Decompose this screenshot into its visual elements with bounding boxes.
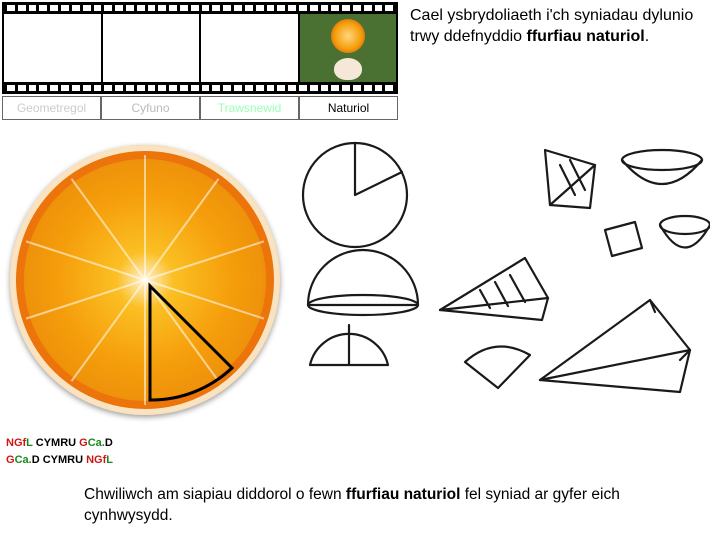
film-frame-3 xyxy=(201,14,298,82)
tab-naturiol[interactable]: Naturiol xyxy=(299,96,398,120)
film-frame-1 xyxy=(4,14,101,82)
tab-row: GeometregolCyfunoTrawsnewidNaturiol xyxy=(2,96,398,120)
shell-thumb-icon xyxy=(334,58,362,80)
footer-before: Chwiliwch am siapiau diddorol o fewn xyxy=(84,486,346,503)
logo-line-1: NGfL CYMRU GCa.D xyxy=(6,435,113,452)
tab-geometregol[interactable]: Geometregol xyxy=(2,96,101,120)
header-bold: ffurfiau naturiol xyxy=(527,28,645,45)
sprocket-row-bottom xyxy=(2,82,398,94)
orange-segments xyxy=(20,155,270,405)
film-frame-2 xyxy=(103,14,200,82)
sketch-panel xyxy=(290,130,710,410)
tab-cyfuno[interactable]: Cyfuno xyxy=(101,96,200,120)
footer-bold: ffurfiau naturiol xyxy=(346,486,461,503)
filmstrip-frames xyxy=(2,14,398,82)
film-frame-4 xyxy=(300,14,397,82)
footer-text: Chwiliwch am siapiau diddorol o fewn ffu… xyxy=(84,485,694,527)
orange-thumb-icon xyxy=(331,19,365,53)
header-after: . xyxy=(645,28,649,45)
filmstrip xyxy=(2,2,398,94)
orange-image xyxy=(10,145,280,415)
header-text: Cael ysbrydoliaeth i'ch syniadau dylunio… xyxy=(410,6,710,48)
footer-logos: NGfL CYMRU GCa.D GCa.D CYMRU NGfL xyxy=(6,435,113,468)
orange-slice-icon xyxy=(10,145,280,415)
tab-trawsnewid[interactable]: Trawsnewid xyxy=(200,96,299,120)
logo-line-2: GCa.D CYMRU NGfL xyxy=(6,452,113,469)
sprocket-row-top xyxy=(2,2,398,14)
